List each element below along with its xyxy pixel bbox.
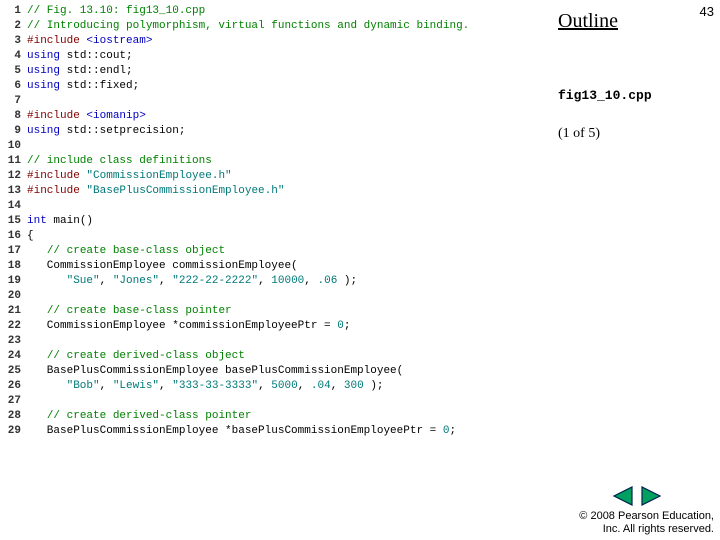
code-content: using std::fixed; [27,79,560,94]
code-line: 24 // create derived-class object [5,349,560,364]
code-line: 18 CommissionEmployee commissionEmployee… [5,259,560,274]
line-number: 22 [5,319,27,334]
next-slide-button[interactable] [640,486,662,506]
code-content: // create derived-class pointer [27,409,560,424]
line-number: 27 [5,394,27,409]
line-number: 18 [5,259,27,274]
code-content [27,334,560,349]
code-listing: 1// Fig. 13.10: fig13_10.cpp2// Introduc… [5,4,560,439]
line-number: 11 [5,154,27,169]
source-filename: fig13_10.cpp [558,88,652,103]
code-content: // include class definitions [27,154,560,169]
line-number: 16 [5,229,27,244]
code-content: // create base-class object [27,244,560,259]
code-content: // Introducing polymorphism, virtual fun… [27,19,560,34]
line-number: 5 [5,64,27,79]
code-content: // create derived-class object [27,349,560,364]
code-content: using std::setprecision; [27,124,560,139]
line-number: 4 [5,49,27,64]
code-line: 1// Fig. 13.10: fig13_10.cpp [5,4,560,19]
code-content: #include <iostream> [27,34,560,49]
line-number: 20 [5,289,27,304]
code-line: 26 "Bob", "Lewis", "333-33-3333", 5000, … [5,379,560,394]
code-line: 7 [5,94,560,109]
code-line: 29 BasePlusCommissionEmployee *basePlusC… [5,424,560,439]
code-line: 10 [5,139,560,154]
code-content: CommissionEmployee *commissionEmployeePt… [27,319,560,334]
nav-buttons [612,486,662,506]
prev-slide-button[interactable] [612,486,634,506]
code-line: 9using std::setprecision; [5,124,560,139]
code-line: 14 [5,199,560,214]
code-line: 20 [5,289,560,304]
line-number: 12 [5,169,27,184]
code-line: 22 CommissionEmployee *commissionEmploye… [5,319,560,334]
code-line: 4using std::cout; [5,49,560,64]
line-number: 8 [5,109,27,124]
code-line: 25 BasePlusCommissionEmployee basePlusCo… [5,364,560,379]
code-line: 5using std::endl; [5,64,560,79]
line-number: 14 [5,199,27,214]
code-line: 27 [5,394,560,409]
code-content: #include "BasePlusCommissionEmployee.h" [27,184,560,199]
code-line: 13#include "BasePlusCommissionEmployee.h… [5,184,560,199]
code-content: CommissionEmployee commissionEmployee( [27,259,560,274]
code-content: { [27,229,560,244]
code-line: 6using std::fixed; [5,79,560,94]
code-content: using std::endl; [27,64,560,79]
code-content [27,394,560,409]
outline-heading: Outline [558,10,618,33]
code-content [27,289,560,304]
code-content: BasePlusCommissionEmployee *basePlusComm… [27,424,560,439]
line-number: 21 [5,304,27,319]
line-number: 15 [5,214,27,229]
code-content: "Sue", "Jones", "222-22-2222", 10000, .0… [27,274,560,289]
line-number: 29 [5,424,27,439]
code-line: 16{ [5,229,560,244]
code-line: 23 [5,334,560,349]
code-content [27,199,560,214]
code-line: 12#include "CommissionEmployee.h" [5,169,560,184]
line-number: 25 [5,364,27,379]
code-content: // Fig. 13.10: fig13_10.cpp [27,4,560,19]
line-number: 7 [5,94,27,109]
line-number: 17 [5,244,27,259]
code-content: #include <iomanip> [27,109,560,124]
line-number: 2 [5,19,27,34]
copyright-line1: © 2008 Pearson Education, [579,510,714,522]
line-number: 13 [5,184,27,199]
code-content [27,94,560,109]
code-line: 17 // create base-class object [5,244,560,259]
line-number: 23 [5,334,27,349]
copyright-line2: Inc. All rights reserved. [603,523,714,535]
line-number: 9 [5,124,27,139]
code-content: #include "CommissionEmployee.h" [27,169,560,184]
code-line: 28 // create derived-class pointer [5,409,560,424]
line-number: 26 [5,379,27,394]
code-line: 19 "Sue", "Jones", "222-22-2222", 10000,… [5,274,560,289]
line-number: 24 [5,349,27,364]
code-line: 2// Introducing polymorphism, virtual fu… [5,19,560,34]
line-number: 19 [5,274,27,289]
line-number: 3 [5,34,27,49]
code-line: 3#include <iostream> [5,34,560,49]
code-line: 11// include class definitions [5,154,560,169]
code-content: BasePlusCommissionEmployee basePlusCommi… [27,364,560,379]
code-line: 21 // create base-class pointer [5,304,560,319]
code-content: // create base-class pointer [27,304,560,319]
code-content: "Bob", "Lewis", "333-33-3333", 5000, .04… [27,379,560,394]
page-number: 43 [700,4,714,19]
line-number: 1 [5,4,27,19]
code-content: int main() [27,214,560,229]
copyright-notice: © 2008 Pearson Education, Inc. All right… [579,510,714,536]
line-number: 28 [5,409,27,424]
line-number: 6 [5,79,27,94]
page-part-indicator: (1 of 5) [558,126,600,142]
line-number: 10 [5,139,27,154]
code-content: using std::cout; [27,49,560,64]
code-content [27,139,560,154]
code-line: 15int main() [5,214,560,229]
code-line: 8#include <iomanip> [5,109,560,124]
